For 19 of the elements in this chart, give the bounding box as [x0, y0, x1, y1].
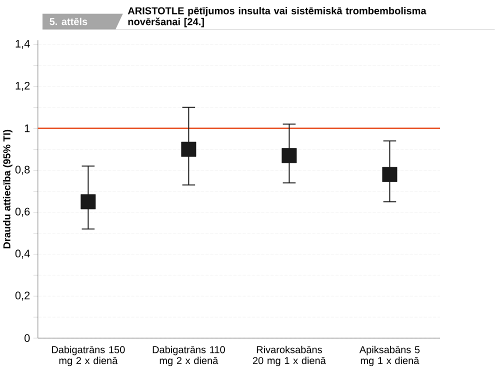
- y-tick-label: 1,2: [16, 82, 30, 91]
- chart-title: ARISTOTLE pētījumos insulta vai sistēmiskā trombembolisma novēršanai [24.]: [128, 6, 426, 28]
- point: [80, 194, 96, 210]
- point: [282, 148, 297, 163]
- point: [181, 142, 196, 157]
- x-tick-label: Dabigatrāns 110 mg 2 x dienā: [152, 346, 225, 366]
- text: 5. attēls: [50, 18, 88, 26]
- y-tick-label: 0,4: [15, 250, 30, 259]
- y-tick-label: 1,4: [16, 40, 30, 49]
- point: [382, 166, 398, 182]
- x-tick-label: Apiksabāns 5 mg 1 x dienā: [359, 346, 420, 366]
- y-tick-label: 0,2: [15, 292, 30, 301]
- x-tick-label: Dabigatrāns 150 mg 2 x dienā: [52, 346, 125, 366]
- y-tick-label: 1: [24, 124, 30, 132]
- y-tick-label: 0: [24, 334, 30, 342]
- y-tick-label: 0,6: [15, 208, 30, 217]
- y-axis-title: Draudu attiecība (95% TI): [3, 130, 12, 248]
- x-tick-label: Rivaroksabāns 20 mg 1 x dienā: [252, 346, 326, 366]
- y-tick-label: 0,8: [15, 166, 30, 175]
